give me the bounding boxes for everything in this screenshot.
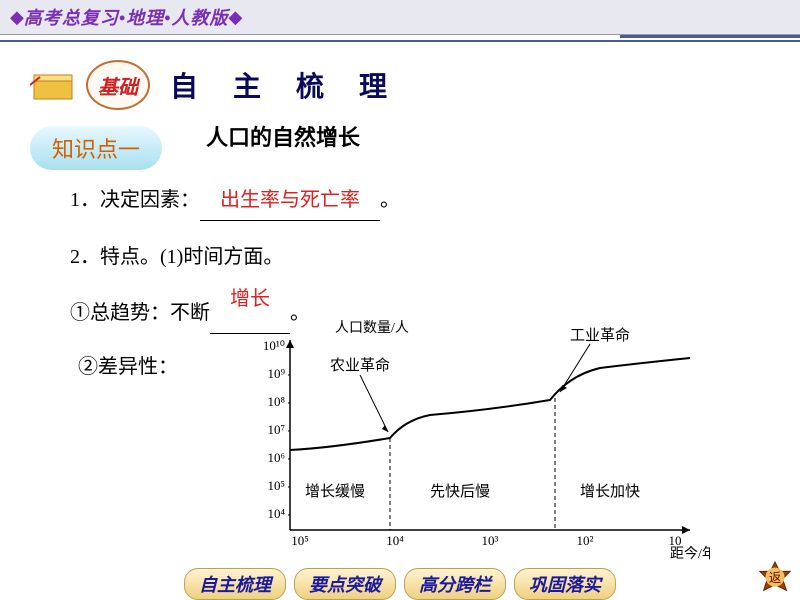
bottom-nav: 自主梳理 要点突破 高分跨栏 巩固落实 xyxy=(0,568,800,600)
svg-text:10: 10 xyxy=(669,533,682,548)
line-feature: 2．特点。(1)时间方面。 xyxy=(70,237,740,277)
back-text: 返 xyxy=(769,571,781,585)
diamond-right: ◆ xyxy=(228,7,242,28)
divider-short xyxy=(620,35,800,38)
factor-tail: 。 xyxy=(380,189,400,211)
line-factor: 1．决定因素： 出生率与死亡率。 xyxy=(70,180,740,221)
factor-label: 1．决定因素： xyxy=(70,189,200,211)
trend-answer: 增长 xyxy=(230,288,270,310)
agri-label: 农业革命 xyxy=(330,356,390,374)
svg-text:10⁴: 10⁴ xyxy=(386,533,404,548)
svg-text:10⁸: 10⁸ xyxy=(267,394,285,409)
badge-text: 基础 xyxy=(98,71,138,100)
svg-text:10³: 10³ xyxy=(482,533,499,548)
y-ticks: 10¹⁰ 10⁹ 10⁸ 10⁷ 10⁶ 10⁵ 10⁴ xyxy=(263,338,290,521)
svg-text:10⁹: 10⁹ xyxy=(267,366,285,381)
svg-text:10⁵: 10⁵ xyxy=(267,478,285,493)
nav-high-score[interactable]: 高分跨栏 xyxy=(404,568,506,600)
back-button[interactable]: 返 xyxy=(756,560,794,598)
title-row: 基础 自 主 梳 理 xyxy=(0,60,800,110)
svg-text:10¹⁰: 10¹⁰ xyxy=(263,338,285,353)
knowledge-row: 知识点一 人口的自然增长 xyxy=(0,110,800,170)
svg-text:10⁵: 10⁵ xyxy=(291,533,309,548)
svg-text:10⁶: 10⁶ xyxy=(267,450,285,465)
phase-2: 先快后慢 xyxy=(430,483,490,500)
divider-full xyxy=(0,40,800,42)
diamond-left: ◆ xyxy=(10,7,24,28)
phase-1: 增长缓慢 xyxy=(305,483,365,500)
svg-text:10⁴: 10⁴ xyxy=(267,506,285,521)
header-text: 高考总复习•地理•人教版 xyxy=(24,4,229,30)
y-axis-label: 人口数量/人 xyxy=(335,320,409,336)
content: 1．决定因素： 出生率与死亡率。 2．特点。(1)时间方面。 ①总趋势：不断增长 。 xyxy=(0,170,800,334)
ind-label: 工业革命 xyxy=(570,326,630,344)
nav-key-points[interactable]: 要点突破 xyxy=(294,568,396,600)
header: ◆ 高考总复习•地理•人教版 ◆ xyxy=(0,0,800,35)
diff-label: ②差异性： xyxy=(78,350,178,379)
nav-self-review[interactable]: 自主梳理 xyxy=(184,568,286,600)
svg-text:10⁷: 10⁷ xyxy=(267,422,285,437)
nav-practice[interactable]: 巩固落实 xyxy=(514,568,616,600)
main-title: 自 主 梳 理 xyxy=(170,65,401,105)
factor-answer: 出生率与死亡率 xyxy=(220,189,360,211)
badge: 基础 xyxy=(86,60,150,110)
population-chart: 人口数量/人 距今/年 10¹⁰ 10⁹ 10⁸ 10⁷ 10⁶ 10⁵ 10⁴… xyxy=(230,320,710,560)
svg-text:10²: 10² xyxy=(577,533,594,548)
phase-3: 增长加快 xyxy=(580,483,640,500)
trend-label: ①总趋势：不断 xyxy=(70,302,210,324)
subtitle: 人口的自然增长 xyxy=(206,120,360,152)
x-ticks: 10⁵ 10⁴ 10³ 10² 10 xyxy=(291,533,681,548)
knowledge-pill: 知识点一 xyxy=(30,126,162,170)
x-axis-label: 距今/年 xyxy=(670,546,710,560)
knowledge-text: 知识点一 xyxy=(52,137,140,162)
book-icon xyxy=(30,67,78,103)
